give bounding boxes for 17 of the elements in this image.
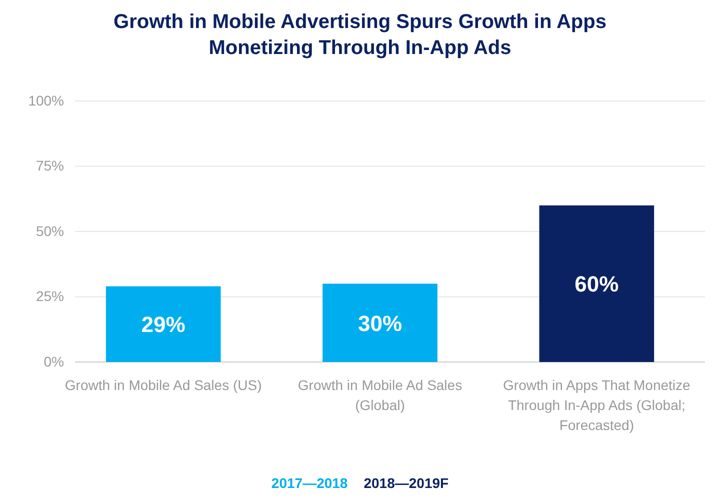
bar <box>322 284 438 362</box>
y-tick-label: 25% <box>36 288 64 304</box>
data-label: 29% <box>141 312 186 338</box>
data-label: 60% <box>574 272 619 297</box>
y-tick-label: 100% <box>28 92 64 108</box>
bar <box>539 205 654 362</box>
y-tick-label: 50% <box>36 222 64 239</box>
x-tick-label: Growth in Mobile Ad Sales (US) <box>64 377 262 393</box>
text: 2017—2018 <box>271 475 348 491</box>
x-tick-label: Growth in Apps That Monetize Through In-App Ads (Global; Forecasted) <box>503 377 691 433</box>
x-tick-label: Growth in Mobile Ad Sales (Global) <box>298 377 462 413</box>
y-tick-label: 75% <box>36 158 64 174</box>
y-tick-label: 0% <box>44 353 64 370</box>
chart-title: Growth in Mobile Advertising Spurs Growth in Apps Monetizing Through In-App Ads <box>114 11 606 59</box>
data-label: 30% <box>358 310 402 336</box>
text: 2018—2019F <box>364 475 450 491</box>
bar <box>106 286 221 362</box>
